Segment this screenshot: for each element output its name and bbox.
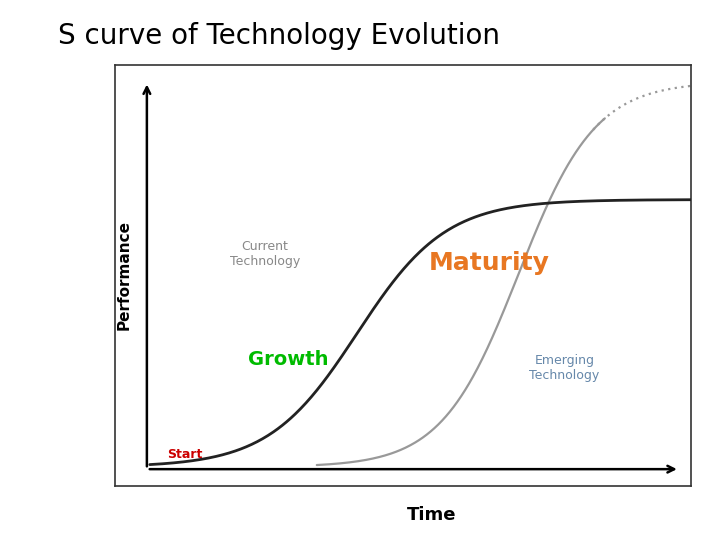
- Text: Time: Time: [408, 507, 456, 524]
- Text: Performance: Performance: [117, 220, 131, 330]
- Text: Growth: Growth: [248, 350, 328, 369]
- Text: Start: Start: [166, 448, 202, 461]
- Text: Emerging
Technology: Emerging Technology: [529, 354, 600, 382]
- Text: Maturity: Maturity: [429, 251, 550, 275]
- Text: Current
Technology: Current Technology: [230, 240, 300, 268]
- Text: S curve of Technology Evolution: S curve of Technology Evolution: [58, 22, 500, 50]
